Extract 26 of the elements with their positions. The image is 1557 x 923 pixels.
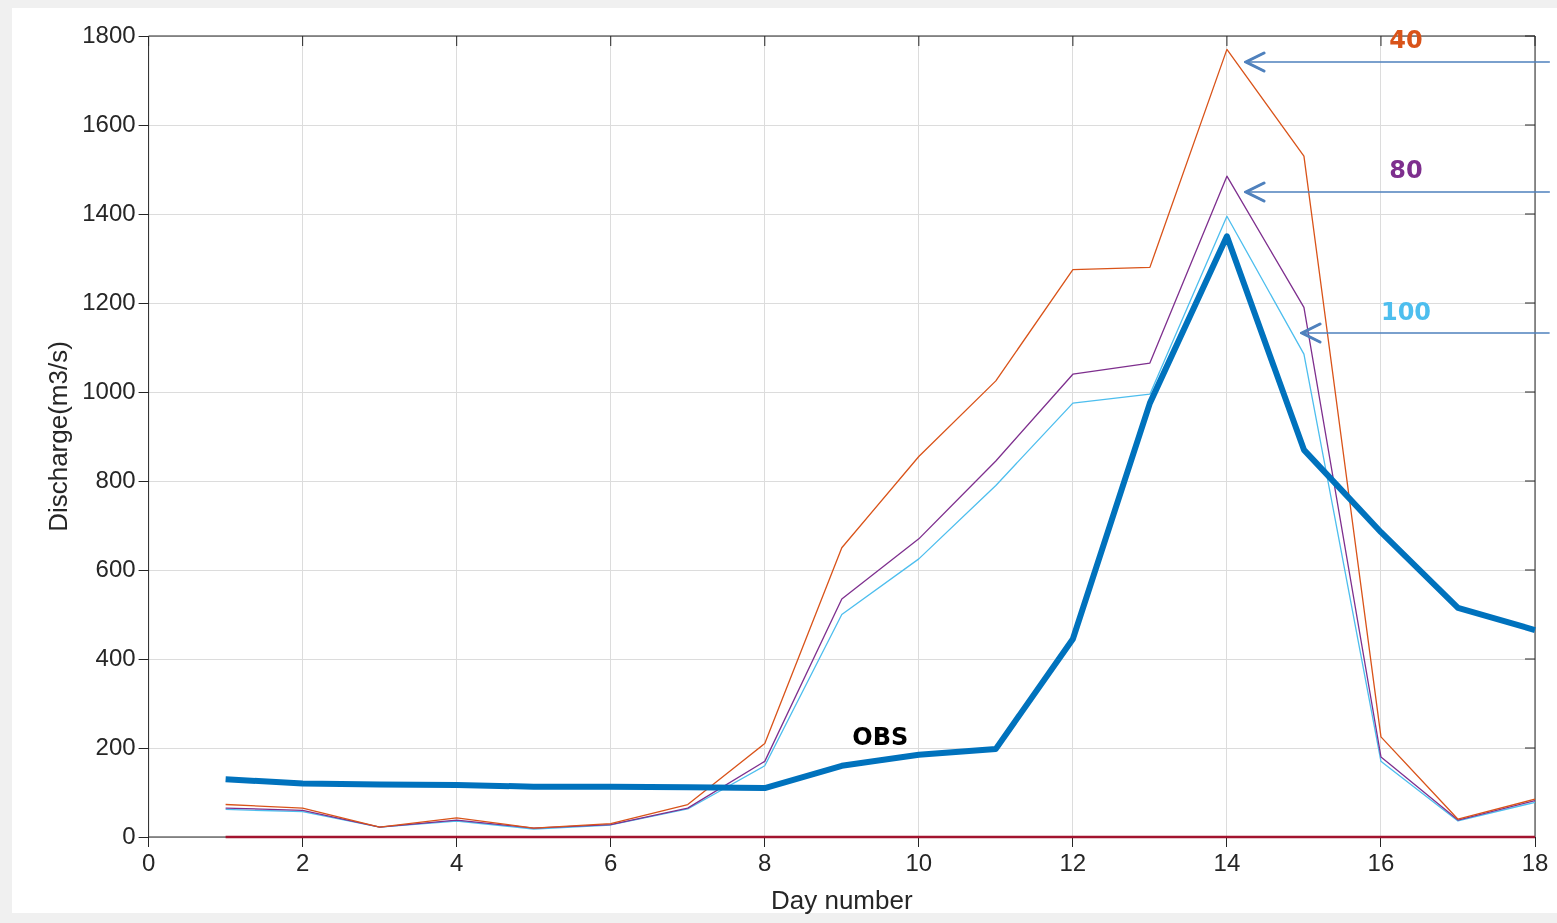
x-tick-label: 10	[905, 849, 933, 877]
y-tick-label: 600	[95, 554, 136, 582]
series-label: OBS	[852, 722, 909, 751]
y-tick-label: 200	[95, 732, 136, 760]
x-tick-label: 2	[295, 849, 310, 877]
y-tick-label: 400	[95, 643, 136, 671]
x-tick-label: 6	[604, 849, 618, 877]
text: 80	[1389, 156, 1423, 185]
x-tick-label: 18	[1521, 849, 1549, 877]
y-axis-title: Discharge(m3/s)	[42, 341, 73, 532]
x-tick-label: 0	[141, 849, 156, 877]
text: 100	[1380, 297, 1432, 326]
x-tick-label: 4	[450, 849, 464, 877]
y-tick-label: 800	[95, 465, 136, 493]
x-tick-label: 14	[1213, 849, 1241, 877]
y-tick-label: 1000	[82, 376, 136, 404]
y-tick-label: 1400	[82, 198, 136, 226]
x-axis-title: Day number	[770, 884, 913, 915]
y-tick-label: 0	[122, 821, 136, 849]
x-tick-label: 8	[758, 849, 772, 877]
y-tick-label: 1200	[82, 287, 136, 315]
x-tick-label: 12	[1059, 849, 1087, 877]
text: 40	[1389, 26, 1423, 55]
y-tick-label: 1800	[82, 20, 136, 48]
x-tick-label: 16	[1367, 849, 1395, 877]
y-tick-label: 1600	[82, 109, 136, 137]
